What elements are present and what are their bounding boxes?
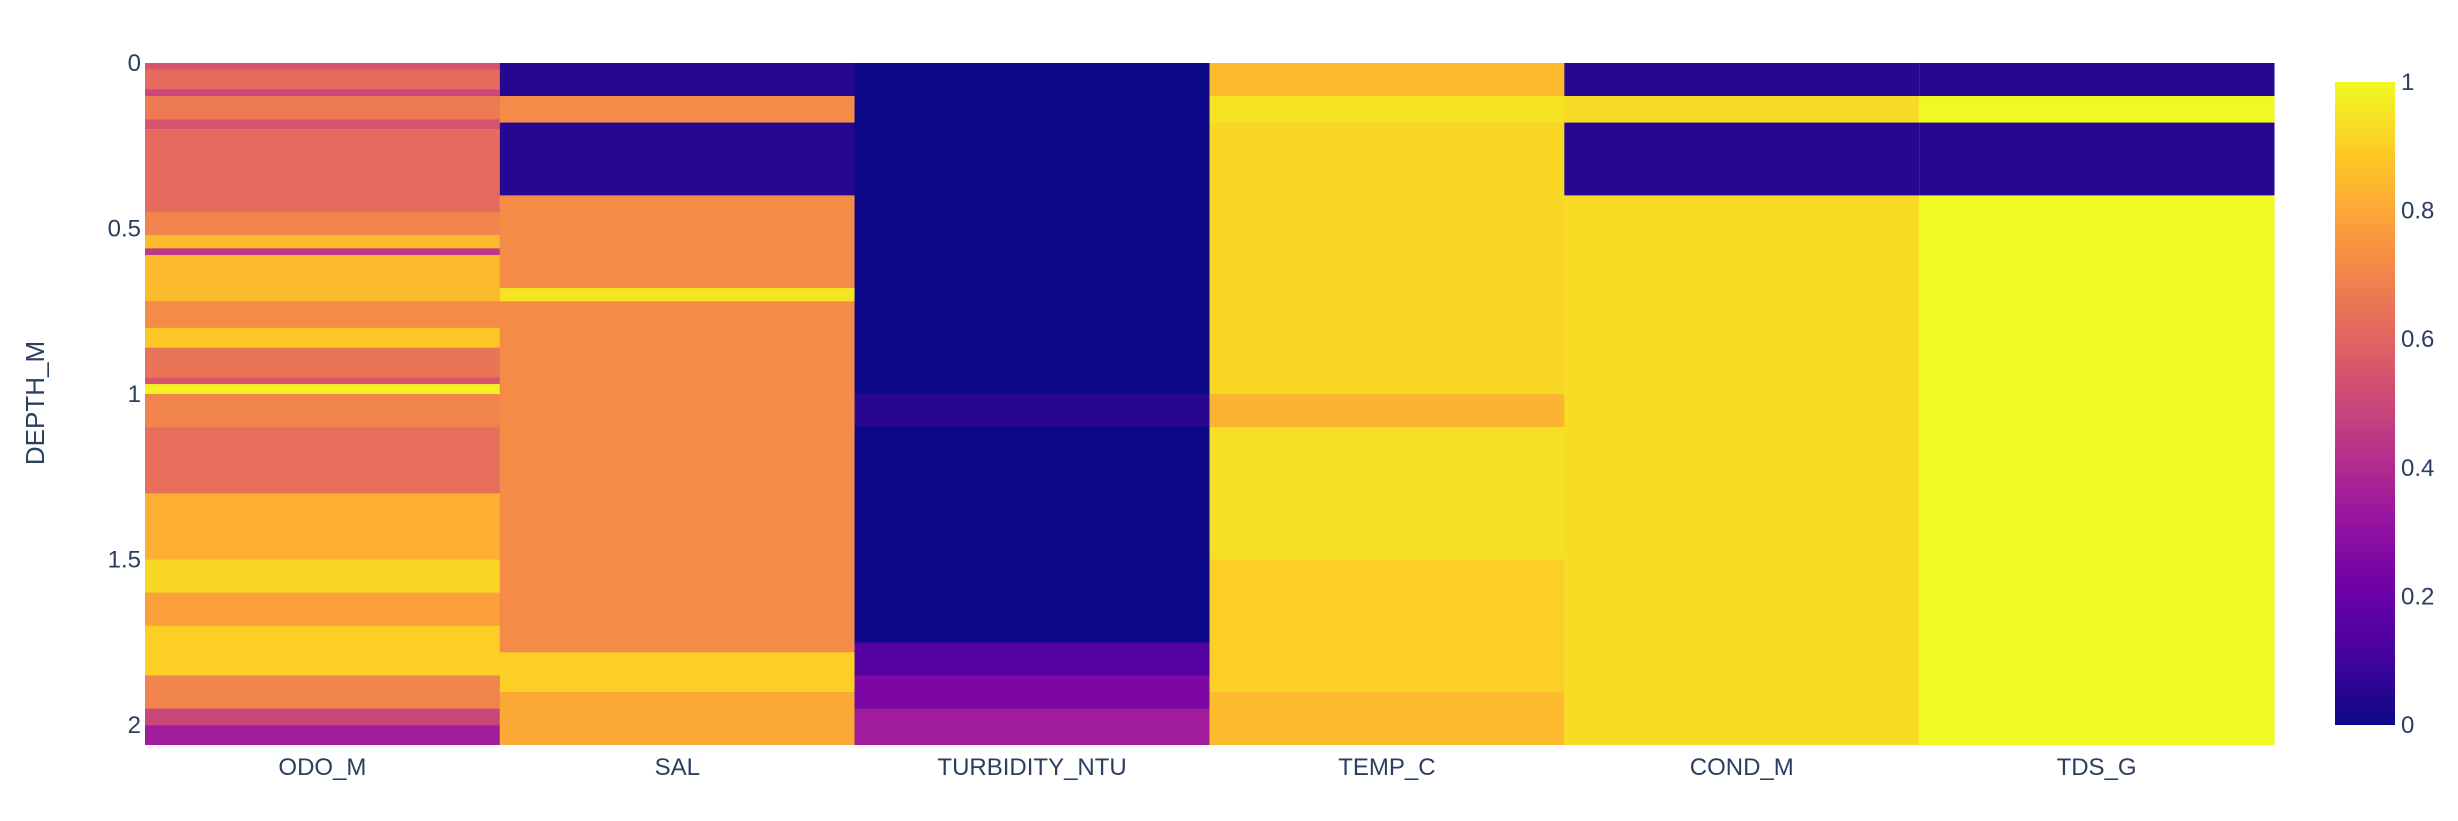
- heatmap-cell: [145, 129, 501, 212]
- heatmap-cell: [145, 248, 501, 256]
- heatmap-cell: [1919, 96, 2275, 123]
- heatmap-cell: [854, 63, 1210, 395]
- heatmap-cell: [145, 725, 501, 745]
- heatmap-cell: [145, 427, 501, 494]
- heatmap-cell: [145, 708, 501, 726]
- heatmap-cell: [1209, 394, 1565, 428]
- heatmap-cell: [499, 288, 856, 302]
- heatmap-cell: [854, 427, 1210, 643]
- colorbar: [2335, 82, 2395, 725]
- y-axis-ticks: 0 0.5 1 1.5 2: [108, 50, 141, 739]
- x-tick-label: COND_M: [1690, 754, 1794, 781]
- y-axis-title: DEPTH_M: [20, 341, 50, 465]
- heatmap-cell: [854, 394, 1210, 428]
- colorbar-tick-label: 0.2: [2401, 583, 2434, 610]
- heatmap-cell: [145, 63, 501, 70]
- heatmap-cell: [499, 96, 856, 123]
- heatmap-cell: [145, 347, 501, 378]
- heatmap-cell: [499, 63, 856, 97]
- heatmap-cell: [1564, 122, 1920, 196]
- heatmap-cell: [145, 625, 501, 676]
- heatmap-cell: [1564, 195, 1920, 745]
- colorbar-tick-label: 1: [2401, 69, 2414, 96]
- heatmap-cell: [1209, 427, 1565, 560]
- heatmap-cell: [145, 377, 501, 385]
- heatmap-cell: [145, 255, 501, 302]
- heatmap-cell: [145, 211, 501, 236]
- heatmap-cells: [145, 63, 2275, 745]
- x-tick-label: SAL: [655, 754, 700, 781]
- heatmap-cell: [1209, 63, 1565, 97]
- heatmap-cell: [145, 384, 501, 395]
- colorbar-ticks: 0 0.2 0.4 0.6 0.8 1: [2401, 69, 2434, 739]
- heatmap-cell: [499, 301, 856, 653]
- heatmap-cell: [145, 394, 501, 428]
- heatmap-cell: [145, 592, 501, 626]
- colorbar-tick-label: 0.8: [2401, 198, 2434, 225]
- heatmap-cell: [499, 652, 856, 693]
- x-axis-ticks: ODO_M SAL TURBIDITY_NTU TEMP_C COND_M TDS_G: [278, 754, 2136, 781]
- heatmap-cell: [145, 69, 501, 90]
- heatmap-cell: [145, 327, 501, 348]
- heatmap-cell: [854, 708, 1210, 745]
- heatmap-cell: [1919, 122, 2275, 196]
- heatmap-cell: [145, 235, 501, 249]
- heatmap-cell: [145, 559, 501, 593]
- y-tick-label: 1.5: [108, 547, 141, 574]
- x-tick-label: TDS_G: [2057, 754, 2137, 781]
- heatmap-cell: [1919, 195, 2275, 745]
- x-tick-label: TURBIDITY_NTU: [937, 754, 1126, 781]
- heatmap-cell: [1919, 63, 2275, 97]
- heatmap-cell: [145, 301, 501, 328]
- heatmap-cell: [145, 675, 501, 709]
- heatmap-cell: [1564, 96, 1920, 123]
- y-tick-label: 1: [128, 381, 141, 408]
- heatmap-cell: [145, 493, 501, 560]
- colorbar-tick-label: 0.6: [2401, 326, 2434, 353]
- x-tick-label: TEMP_C: [1338, 754, 1435, 781]
- heatmap-cell: [1209, 122, 1565, 395]
- x-tick-label: ODO_M: [278, 754, 366, 781]
- heatmap-cell: [1209, 692, 1565, 745]
- heatmap-cell: [1209, 96, 1565, 123]
- heatmap-cell: [499, 195, 856, 289]
- y-tick-label: 0.5: [108, 216, 141, 243]
- heatmap-cell: [499, 692, 856, 745]
- heatmap-cell: [854, 675, 1210, 709]
- heatmap-cell: [145, 89, 501, 97]
- heatmap-cell: [499, 122, 856, 196]
- colorbar-tick-label: 0.4: [2401, 455, 2434, 482]
- heatmap-cell: [1209, 559, 1565, 693]
- heatmap-cell: [145, 96, 501, 120]
- y-tick-label: 0: [128, 50, 141, 77]
- heatmap-cell: [854, 642, 1210, 676]
- colorbar-tick-label: 0: [2401, 712, 2414, 739]
- heatmap-cell: [1564, 63, 1920, 97]
- y-tick-label: 2: [128, 712, 141, 739]
- heatmap-cell: [145, 119, 501, 130]
